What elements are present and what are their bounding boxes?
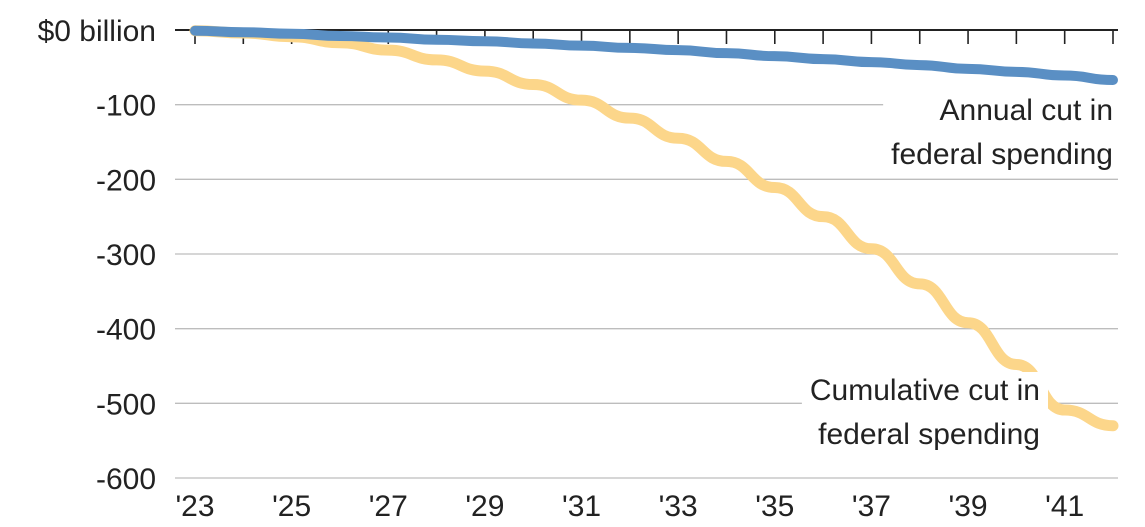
x-tick-label: '31 — [562, 490, 601, 522]
y-tick-label: -500 — [96, 388, 156, 421]
y-tick-label: -400 — [96, 314, 156, 347]
series-line-annual — [190, 25, 1118, 86]
series-label-line: federal spending — [818, 418, 1040, 451]
series-line-cumulative — [189, 25, 1119, 432]
x-tick-label: '37 — [852, 490, 891, 522]
x-tick-label: '23 — [175, 490, 214, 522]
x-tick-label: '27 — [369, 490, 408, 522]
series-label-cumulative: Cumulative cut in federal spending — [801, 372, 1048, 453]
series-label-annual: Annual cut in federal spending — [883, 92, 1121, 173]
x-tick-label: '29 — [465, 490, 504, 522]
series-label-line: Annual cut in — [940, 94, 1113, 127]
y-tick-label: -200 — [96, 164, 156, 197]
series-label-line: federal spending — [891, 138, 1113, 171]
x-tick-label: '39 — [948, 490, 987, 522]
y-tick-label: -300 — [96, 239, 156, 272]
series-lines — [189, 25, 1119, 432]
y-axis-tick-labels: $0 billion -100 -200 -300 -400 -500 -600 — [38, 15, 156, 496]
y-tick-label: $0 billion — [38, 15, 156, 48]
x-tick-label: '35 — [755, 490, 794, 522]
y-tick-label: -600 — [96, 463, 156, 496]
series-label-line: Cumulative cut in — [810, 374, 1040, 407]
series-label-background — [801, 372, 1048, 453]
x-tick-label: '25 — [272, 490, 311, 522]
x-tick-label: '33 — [659, 490, 698, 522]
y-tick-label: -100 — [96, 90, 156, 123]
x-axis-tick-labels: '23 '25 '27 '29 '31 '33 '35 '37 '39 '41 — [175, 490, 1084, 523]
series-label-background — [883, 92, 1121, 173]
x-tick-label: '41 — [1045, 490, 1084, 522]
